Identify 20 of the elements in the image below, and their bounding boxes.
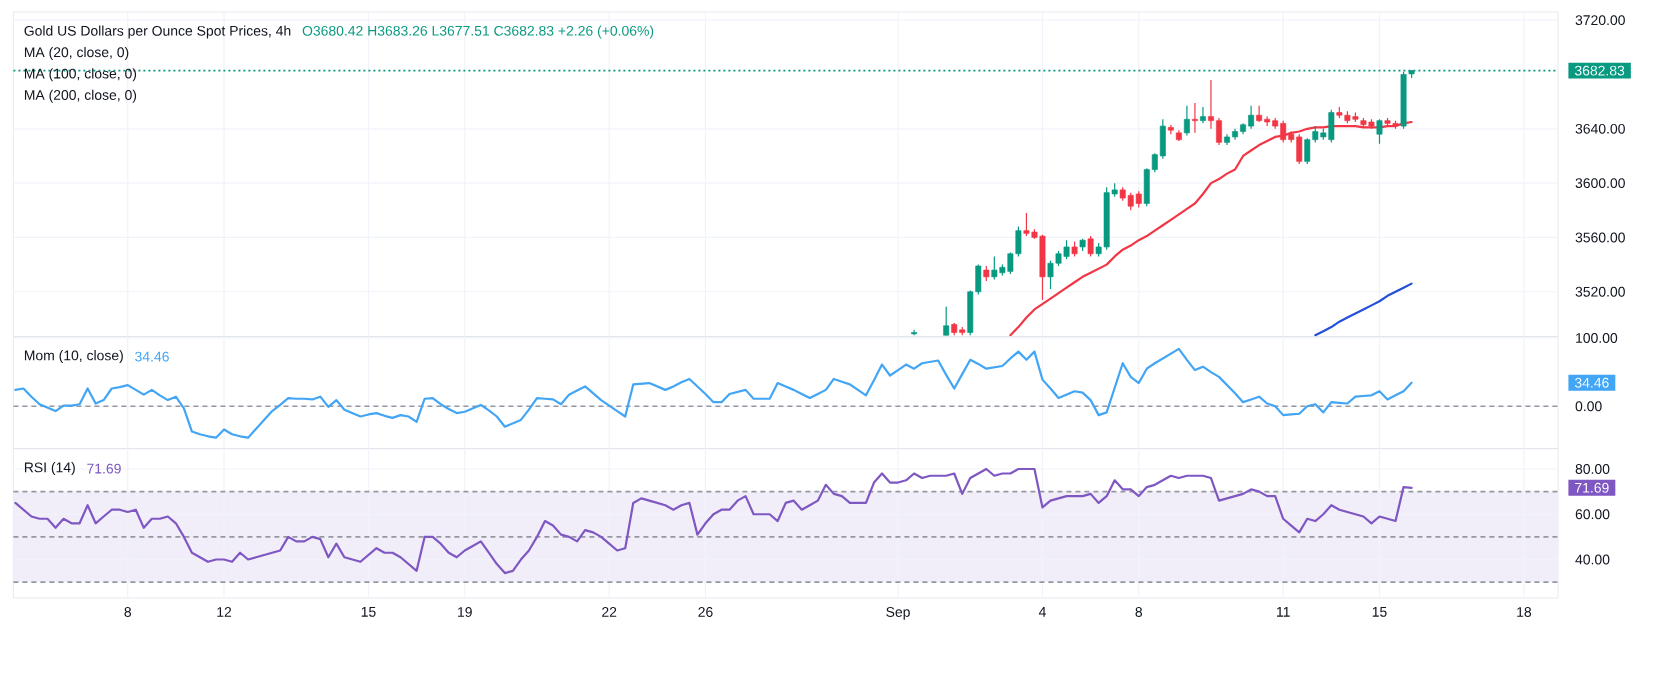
- candlestick: [1087, 235, 1094, 258]
- candlestick: [1264, 115, 1271, 127]
- candlestick: [1167, 124, 1174, 135]
- candlestick: [1063, 239, 1070, 260]
- candlestick: [1304, 137, 1311, 165]
- candlestick: [1183, 105, 1190, 137]
- candlestick: [1039, 234, 1046, 301]
- candlestick: [1328, 109, 1335, 143]
- candlestick: [1248, 105, 1255, 130]
- candlestick: [1023, 212, 1030, 237]
- candlestick: [1296, 133, 1303, 165]
- candlestick: [1047, 259, 1054, 290]
- candlestick: [1256, 105, 1263, 123]
- candlestick: [1191, 102, 1198, 134]
- candlestick: [1216, 117, 1222, 146]
- candlestick: [991, 255, 998, 281]
- line-series: [1314, 282, 1413, 337]
- candlestick: [943, 306, 950, 336]
- candlestick: [1200, 106, 1206, 124]
- candlestick: [1376, 118, 1383, 145]
